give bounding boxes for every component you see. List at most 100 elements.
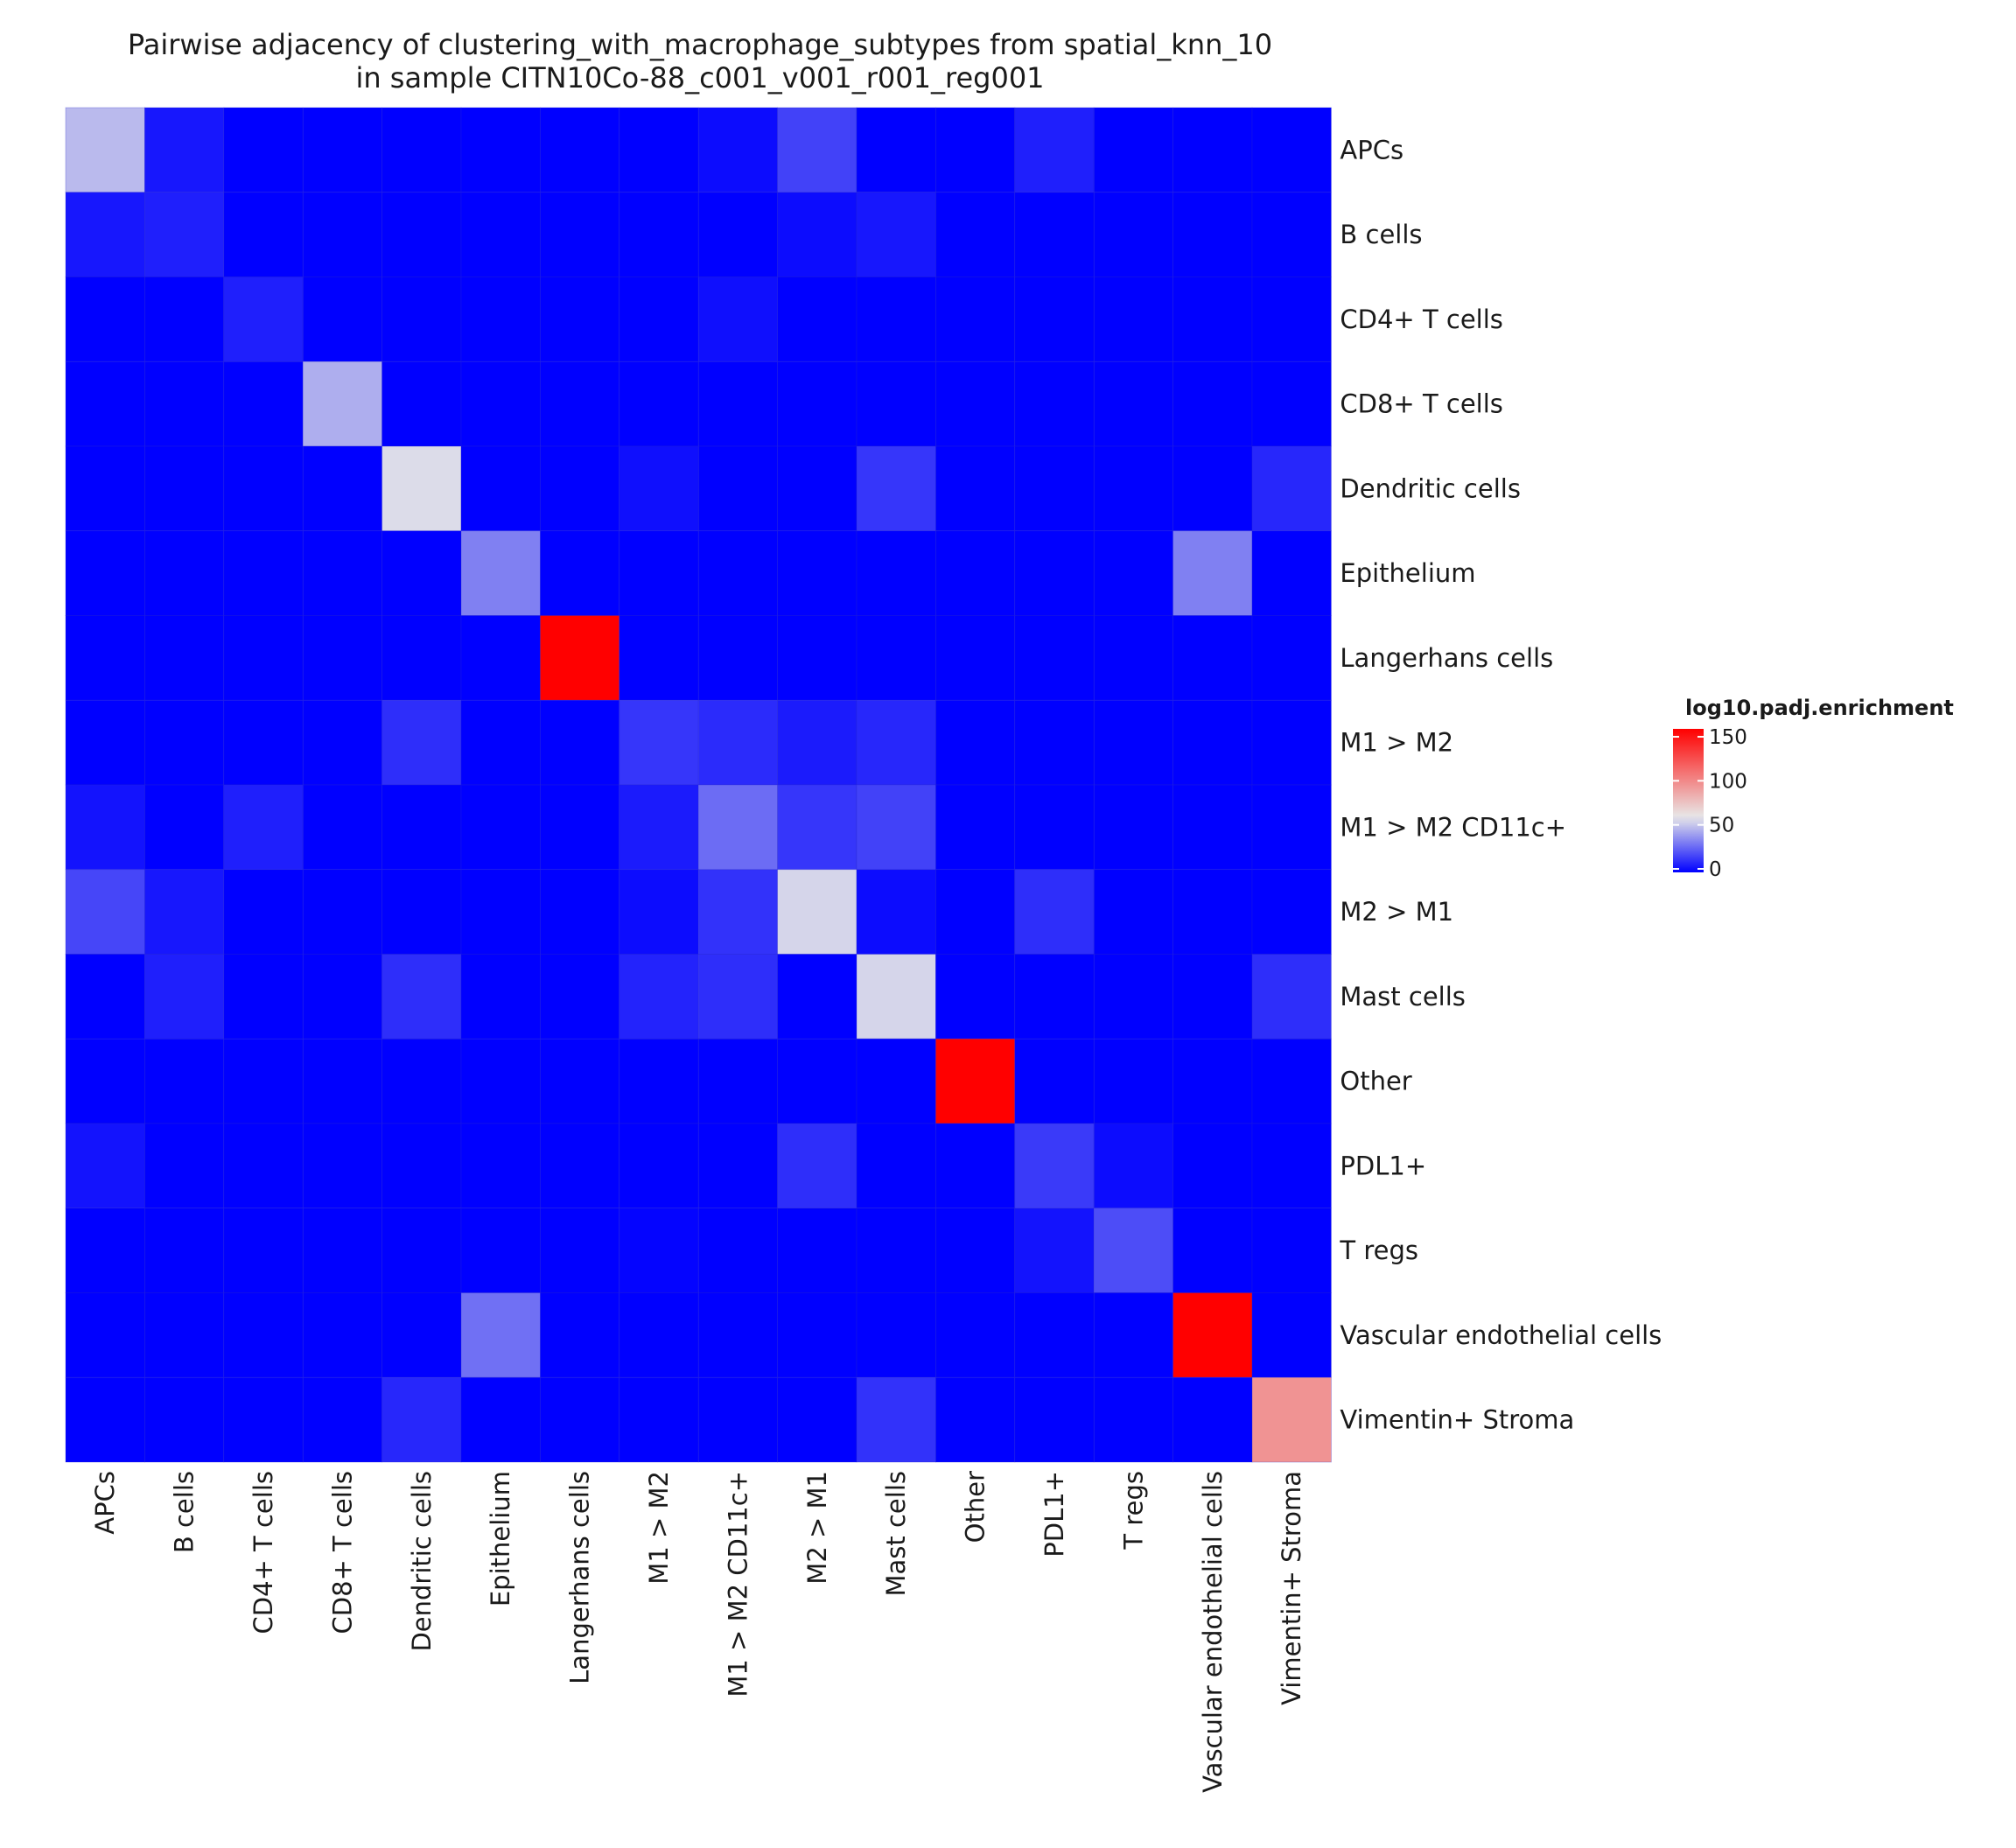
- heatmap-cell-pdl1-x-m1-m2: [619, 1123, 699, 1209]
- heatmap-cell-mast-cells-x-m1-m2: [619, 954, 699, 1040]
- heatmap-cell-cd8-t-cells-x-epithelium: [460, 360, 541, 447]
- heatmap-cell-pdl1-x-b-cells: [144, 1123, 225, 1209]
- heatmap-cell-other-x-m1-m2: [619, 1038, 699, 1124]
- heatmap-cell-m2-m1-x-dendritic-cells: [382, 869, 462, 955]
- heatmap-cell-mast-cells-x-vimentin-stroma: [1251, 954, 1332, 1040]
- heatmap-cell-cd4-t-cells-x-b-cells: [144, 276, 225, 362]
- heatmap-cell-b-cells-x-dendritic-cells: [382, 192, 462, 277]
- heatmap-cell-m1-m2-cd11c-x-t-regs: [1093, 784, 1173, 871]
- heatmap-cell-t-regs-x-m1-m2: [619, 1208, 699, 1293]
- heatmap-cell-langerhans-cells-x-vascular-endothelial-cells: [1172, 615, 1253, 701]
- heatmap-cell-m1-m2-cd11c-x-m1-m2-cd11c: [697, 784, 779, 871]
- heatmap-cell-t-regs-x-other: [935, 1208, 1016, 1293]
- heatmap-cell-b-cells-x-vimentin-stroma: [1251, 192, 1332, 277]
- heatmap-cell-dendritic-cells-x-pdl1: [1014, 445, 1095, 532]
- heatmap-cell-m1-m2-cd11c-x-b-cells: [144, 784, 225, 871]
- heatmap-cell-m1-m2-x-dendritic-cells: [382, 699, 462, 786]
- row-label-m1-m2: M1 > M2: [1340, 728, 1453, 758]
- heatmap-cell-dendritic-cells-x-mast-cells: [856, 445, 936, 532]
- column-label-langerhans-cells: Langerhans cells: [565, 1471, 595, 1684]
- heatmap-cell-t-regs-x-m2-m1: [777, 1208, 858, 1293]
- heatmap-cell-b-cells-x-apcs: [65, 192, 145, 277]
- heatmap-cell-vascular-endothelial-cells-x-pdl1: [1014, 1292, 1095, 1378]
- heatmap-cell-apcs-x-m1-m2: [619, 107, 699, 193]
- heatmap-cell-vimentin-stroma-x-cd8-t-cells: [302, 1376, 383, 1463]
- heatmap-cell-apcs-x-vascular-endothelial-cells: [1172, 107, 1253, 193]
- column-label-m1-m2: M1 > M2: [644, 1471, 674, 1585]
- heatmap-cell-dendritic-cells-x-m2-m1: [777, 445, 858, 532]
- heatmap-cell-cd8-t-cells-x-m2-m1: [777, 360, 858, 447]
- heatmap-cell-mast-cells-x-other: [935, 954, 1016, 1040]
- heatmap-cell-vimentin-stroma-x-apcs: [65, 1376, 145, 1463]
- heatmap-cell-cd8-t-cells-x-t-regs: [1093, 360, 1173, 447]
- heatmap-cell-m1-m2-x-mast-cells: [856, 699, 936, 786]
- heatmap-cell-b-cells-x-mast-cells: [856, 192, 936, 277]
- heatmap-cell-apcs-x-cd8-t-cells: [302, 107, 383, 193]
- chart-subtitle: in sample CITN10Co-88_c001_v001_r001_reg…: [355, 61, 1044, 94]
- heatmap-cell-t-regs-x-apcs: [65, 1208, 145, 1293]
- heatmap-cell-langerhans-cells-x-cd4-t-cells: [223, 615, 304, 701]
- heatmap-cell-t-regs-x-vascular-endothelial-cells: [1172, 1208, 1253, 1293]
- heatmap-cell-m2-m1-x-epithelium: [460, 869, 541, 955]
- legend-tick-label: 0: [1709, 858, 1722, 881]
- heatmap-cell-langerhans-cells-x-pdl1: [1014, 615, 1095, 701]
- heatmap-cells: [65, 107, 1332, 1463]
- heatmap-cell-apcs-x-cd4-t-cells: [223, 107, 304, 193]
- heatmap-cell-langerhans-cells-x-m2-m1: [777, 615, 858, 701]
- column-label-m2-m1: M2 > M1: [802, 1471, 832, 1585]
- heatmap-cell-cd4-t-cells-x-other: [935, 276, 1016, 362]
- heatmap-cell-cd8-t-cells-x-mast-cells: [856, 360, 936, 447]
- heatmap-cell-pdl1-x-vimentin-stroma: [1251, 1123, 1332, 1209]
- heatmap-cell-cd8-t-cells-x-other: [935, 360, 1016, 447]
- heatmap-cell-vascular-endothelial-cells-x-t-regs: [1093, 1292, 1173, 1378]
- heatmap-cell-m1-m2-x-m1-m2-cd11c: [697, 699, 779, 786]
- heatmap-cell-vascular-endothelial-cells-x-cd8-t-cells: [302, 1292, 383, 1378]
- heatmap-cell-other-x-m1-m2-cd11c: [697, 1038, 779, 1124]
- heatmap-cell-t-regs-x-m1-m2-cd11c: [697, 1208, 779, 1293]
- row-label-m1-m2-cd11c: M1 > M2 CD11c+: [1340, 812, 1566, 842]
- column-label-vascular-endothelial-cells: Vascular endothelial cells: [1198, 1471, 1228, 1793]
- row-labels: APCs B cells CD4+ T cells CD8+ T cells Dendr…: [1339, 135, 1662, 1434]
- heatmap-cell-other-x-b-cells: [144, 1038, 225, 1124]
- heatmap-cell-mast-cells-x-pdl1: [1014, 954, 1095, 1040]
- heatmap-cell-apcs-x-other: [935, 107, 1016, 193]
- heatmap-cell-pdl1-x-pdl1: [1014, 1123, 1095, 1209]
- heatmap-cell-apcs-x-t-regs: [1093, 107, 1173, 193]
- heatmap-cell-other-x-apcs: [65, 1038, 145, 1124]
- heatmap-cell-m1-m2-x-vascular-endothelial-cells: [1172, 699, 1253, 786]
- heatmap-cell-pdl1-x-mast-cells: [856, 1123, 936, 1209]
- heatmap-cell-t-regs-x-epithelium: [460, 1208, 541, 1293]
- heatmap-cell-m1-m2-x-epithelium: [460, 699, 541, 786]
- column-label-apcs: APCs: [90, 1471, 120, 1535]
- heatmap-cell-m1-m2-cd11c-x-dendritic-cells: [382, 784, 462, 871]
- heatmap-cell-m2-m1-x-m1-m2-cd11c: [697, 869, 779, 955]
- heatmap-cell-m1-m2-cd11c-x-cd4-t-cells: [223, 784, 304, 871]
- heatmap-cell-cd8-t-cells-x-vimentin-stroma: [1251, 360, 1332, 447]
- column-label-other: Other: [961, 1471, 990, 1543]
- heatmap-cell-other-x-epithelium: [460, 1038, 541, 1124]
- heatmap-cell-t-regs-x-t-regs: [1093, 1208, 1173, 1293]
- heatmap-cell-epithelium-x-cd4-t-cells: [223, 530, 304, 616]
- heatmap-cell-vascular-endothelial-cells-x-m1-m2: [619, 1292, 699, 1378]
- heatmap-cell-langerhans-cells-x-dendritic-cells: [382, 615, 462, 701]
- heatmap-cell-cd4-t-cells-x-epithelium: [460, 276, 541, 362]
- heatmap-cell-mast-cells-x-vascular-endothelial-cells: [1172, 954, 1253, 1040]
- heatmap-cell-m2-m1-x-other: [935, 869, 1016, 955]
- row-label-pdl1: PDL1+: [1340, 1151, 1426, 1180]
- heatmap-cell-langerhans-cells-x-m1-m2: [619, 615, 699, 701]
- heatmap-cell-pdl1-x-vascular-endothelial-cells: [1172, 1123, 1253, 1209]
- heatmap-cell-m1-m2-x-cd4-t-cells: [223, 699, 304, 786]
- heatmap-cell-mast-cells-x-mast-cells: [856, 954, 936, 1040]
- heatmap-cell-other-x-dendritic-cells: [382, 1038, 462, 1124]
- heatmap-cell-m2-m1-x-cd4-t-cells: [223, 869, 304, 955]
- heatmap-cell-epithelium-x-pdl1: [1014, 530, 1095, 616]
- heatmap-cell-m1-m2-cd11c-x-cd8-t-cells: [302, 784, 383, 871]
- column-label-cd4-t-cells: CD4+ T cells: [248, 1471, 278, 1634]
- heatmap-cell-cd8-t-cells-x-m1-m2-cd11c: [697, 360, 779, 447]
- heatmap-cell-vimentin-stroma-x-epithelium: [460, 1376, 541, 1463]
- heatmap-cell-cd4-t-cells-x-vascular-endothelial-cells: [1172, 276, 1253, 362]
- row-label-cd8-t-cells: CD8+ T cells: [1340, 389, 1503, 419]
- heatmap-cell-dendritic-cells-x-vimentin-stroma: [1251, 445, 1332, 532]
- heatmap-cell-m1-m2-x-b-cells: [144, 699, 225, 786]
- heatmap-cell-pdl1-x-m1-m2-cd11c: [697, 1123, 779, 1209]
